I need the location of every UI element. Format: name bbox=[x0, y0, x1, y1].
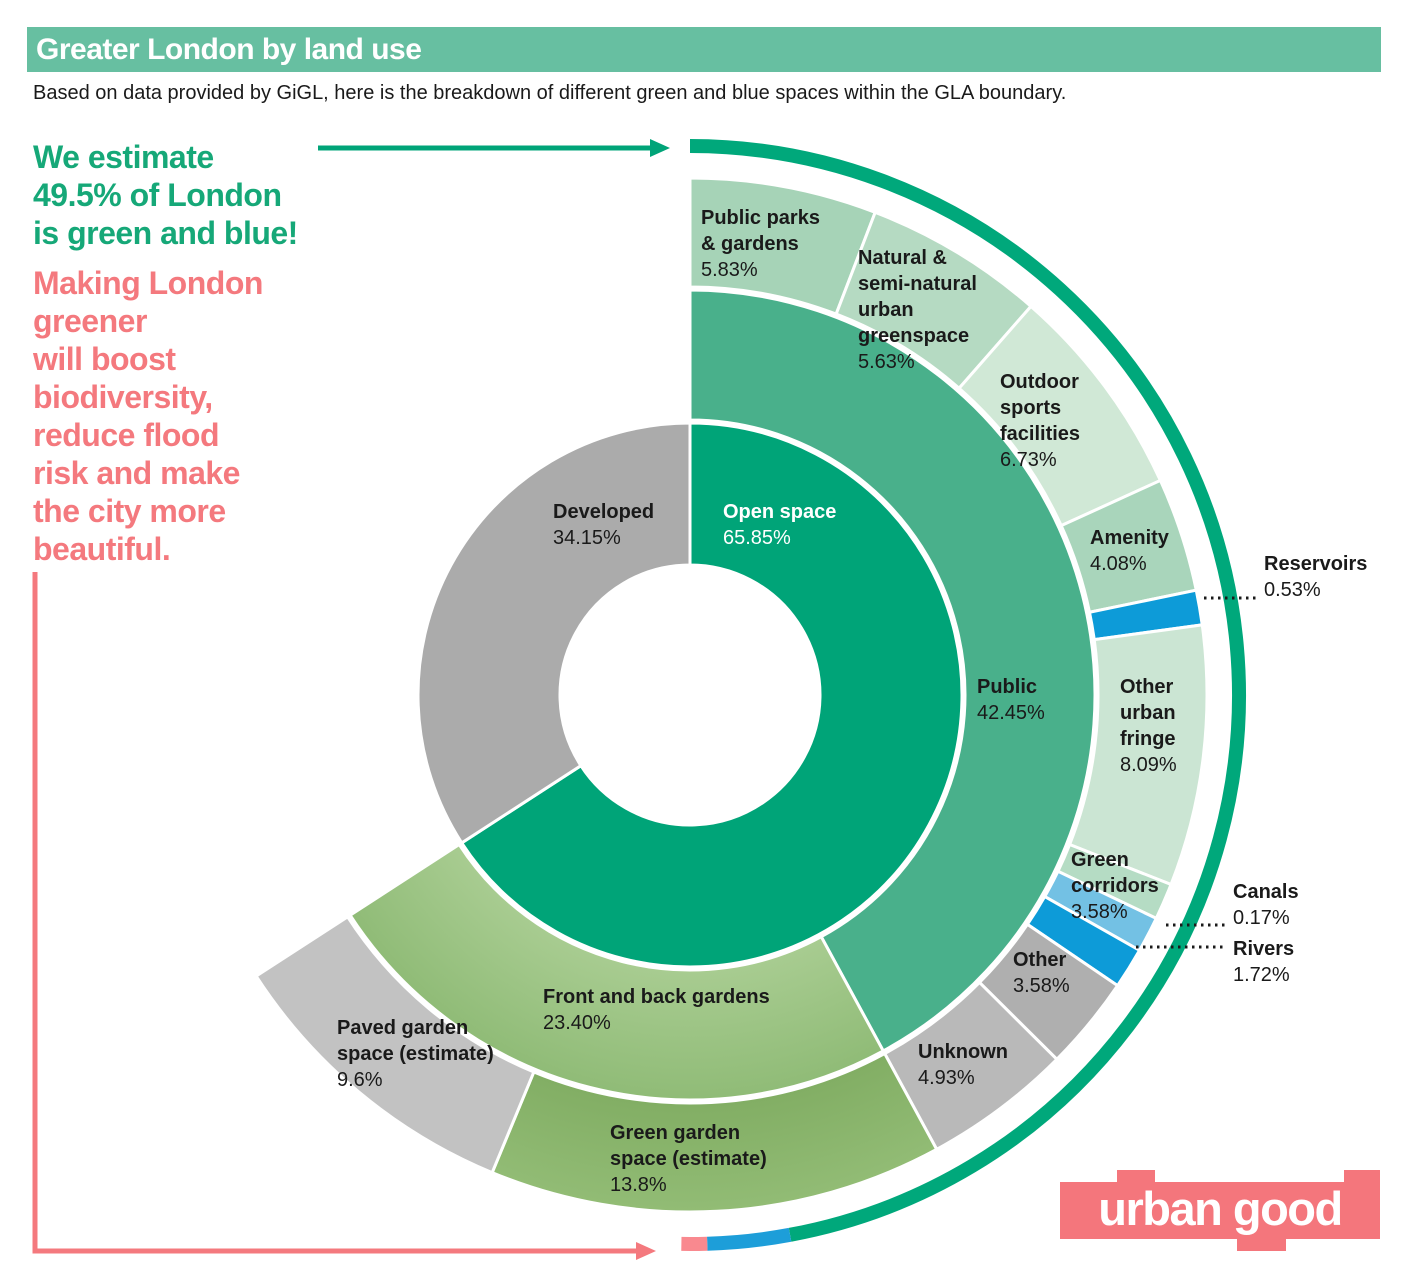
label-developed: Developed 34.15% bbox=[553, 501, 654, 549]
label-paved-garden-space: Paved garden space (estimate) 9.6% bbox=[337, 1017, 494, 1091]
logo-text: urban good bbox=[1098, 1182, 1343, 1235]
label-canals: Canals 0.17% bbox=[1233, 881, 1299, 929]
label-front-back-gardens: Front and back gardens 23.40% bbox=[543, 986, 770, 1034]
header-banner: Greater London by land use bbox=[27, 27, 1381, 72]
logo-tab-bottom bbox=[1237, 1239, 1286, 1251]
label-open-space: Open space 65.85% bbox=[723, 501, 836, 549]
label-rivers: Rivers 1.72% bbox=[1233, 938, 1294, 986]
segment-public bbox=[688, 288, 1097, 1053]
label-natural-seminatural: Natural & semi-natural urban greenspace 5.63… bbox=[858, 247, 977, 373]
label-amenity: Amenity 4.08% bbox=[1090, 527, 1170, 575]
segment-developed bbox=[416, 421, 692, 845]
outer-arc-arc-green bbox=[689, 139, 1246, 1242]
page-title: Greater London by land use bbox=[36, 32, 422, 66]
label-reservoirs: Reservoirs 0.53% bbox=[1264, 553, 1367, 601]
label-green-corridors: Green corridors 3.58% bbox=[1071, 849, 1159, 923]
arrow-green-head bbox=[650, 139, 670, 157]
logo-tab-right bbox=[1344, 1170, 1380, 1182]
headline-pink: Making London greener will boost biodive… bbox=[33, 265, 263, 567]
arrow-pink-line bbox=[32, 572, 636, 1254]
label-public-parks-gardens: Public parks & gardens 5.83% bbox=[701, 207, 820, 281]
label-outdoor-sports: Outdoor sports facilities 6.73% bbox=[1000, 371, 1080, 471]
label-public: Public 42.45% bbox=[977, 676, 1045, 724]
label-other-urban-fringe: Other urban fringe 8.09% bbox=[1120, 676, 1177, 776]
logo-tab-top bbox=[1117, 1170, 1155, 1182]
segment-open-space bbox=[459, 421, 964, 969]
outer-arc-arc-blue bbox=[707, 1227, 792, 1251]
label-unknown: Unknown 4.93% bbox=[918, 1041, 1008, 1089]
label-other: Other 3.58% bbox=[1013, 949, 1070, 997]
subtitle: Based on data provided by GiGL, here is … bbox=[33, 82, 1067, 104]
segment-front-back-gardens bbox=[348, 842, 886, 1102]
label-green-garden-space: Green garden space (estimate) 13.8% bbox=[610, 1122, 767, 1196]
urban-good-logo: urban good bbox=[1060, 1170, 1380, 1251]
segment-paved-garden-space bbox=[254, 914, 536, 1175]
headline-green: We estimate 49.5% of London is green and… bbox=[33, 139, 298, 251]
arrow-pink-head bbox=[636, 1242, 656, 1260]
